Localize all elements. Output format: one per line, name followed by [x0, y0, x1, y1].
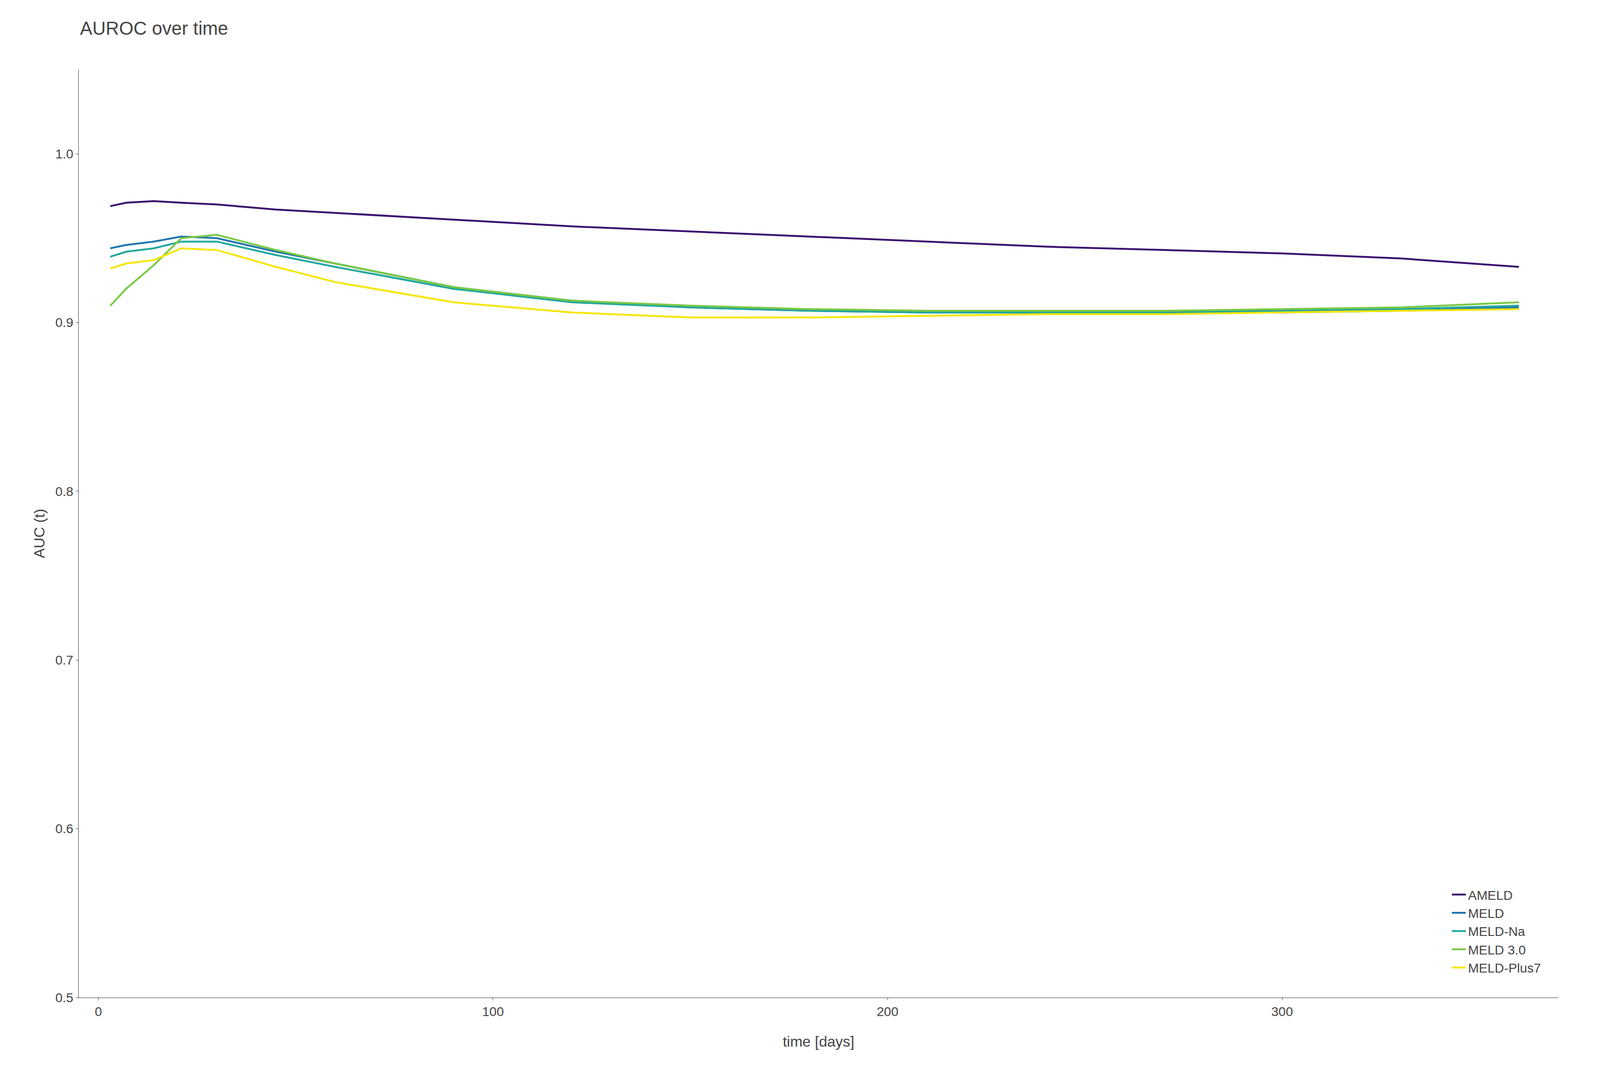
svg-text:0.5: 0.5: [55, 990, 74, 1005]
svg-text:0.6: 0.6: [55, 821, 74, 836]
svg-text:AUROC over time: AUROC over time: [80, 18, 229, 39]
svg-text:MELD-Plus7: MELD-Plus7: [1468, 960, 1541, 975]
svg-text:1.0: 1.0: [55, 146, 74, 162]
svg-text:time [days]: time [days]: [782, 1032, 855, 1050]
svg-text:AUC (t): AUC (t): [31, 508, 48, 559]
svg-text:0.8: 0.8: [55, 484, 74, 499]
svg-text:0.9: 0.9: [55, 315, 74, 330]
svg-text:200: 200: [876, 1004, 899, 1019]
svg-text:100: 100: [482, 1004, 505, 1019]
svg-text:0: 0: [94, 1004, 103, 1019]
svg-text:0.7: 0.7: [55, 652, 74, 668]
svg-text:MELD: MELD: [1468, 906, 1505, 921]
svg-text:AMELD: AMELD: [1468, 887, 1513, 903]
svg-text:MELD-Na: MELD-Na: [1468, 924, 1525, 939]
svg-text:300: 300: [1271, 1004, 1294, 1019]
svg-text:MELD 3.0: MELD 3.0: [1468, 942, 1526, 957]
